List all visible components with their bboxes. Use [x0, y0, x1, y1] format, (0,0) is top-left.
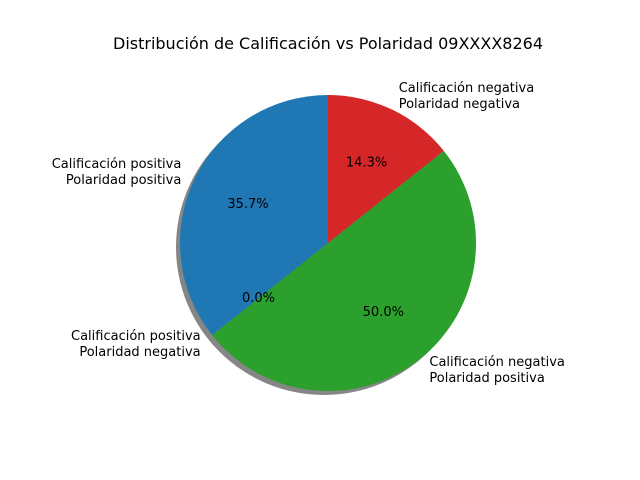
- pie-percent-label: 50.0%: [363, 305, 404, 320]
- pie-category-label-line: Polaridad negativa: [399, 97, 520, 112]
- pie-category-label: Calificación negativa Polaridad negativa: [399, 81, 534, 112]
- pie-slice: [212, 150, 476, 391]
- pie-category-label-line: Calificación negativa: [429, 355, 564, 370]
- pie-category-label-line: Calificación positiva: [52, 157, 182, 172]
- pie-category-label-line: Polaridad negativa: [79, 345, 200, 360]
- pie-category-label: Calificación negativa Polaridad positiva: [429, 355, 564, 386]
- pie-category-label-line: Calificación positiva: [71, 329, 201, 344]
- pie-category-label: Calificación positiva Polaridad negativa: [71, 329, 201, 360]
- pie-percent-label: 14.3%: [346, 156, 387, 171]
- chart-title: Distribución de Calificación vs Polarida…: [113, 34, 543, 53]
- pie-category-label-line: Calificación negativa: [399, 81, 534, 96]
- pie-category-label-line: Polaridad positiva: [66, 173, 181, 188]
- pie-percent-label: 0.0%: [242, 291, 275, 306]
- pie-slice: [180, 95, 328, 336]
- pie-category-label-line: Polaridad positiva: [429, 371, 544, 386]
- pie-slices: [180, 95, 476, 391]
- pie-category-label: Calificación positiva Polaridad positiva: [52, 157, 182, 188]
- pie-percent-labels: 35.7% 0.0% 50.0% 14.3%: [227, 156, 404, 320]
- pie-slice: [328, 95, 444, 243]
- pie-percent-label: 35.7%: [227, 197, 268, 212]
- pie-category-labels: Calificación positiva Polaridad positivaC…: [52, 81, 565, 386]
